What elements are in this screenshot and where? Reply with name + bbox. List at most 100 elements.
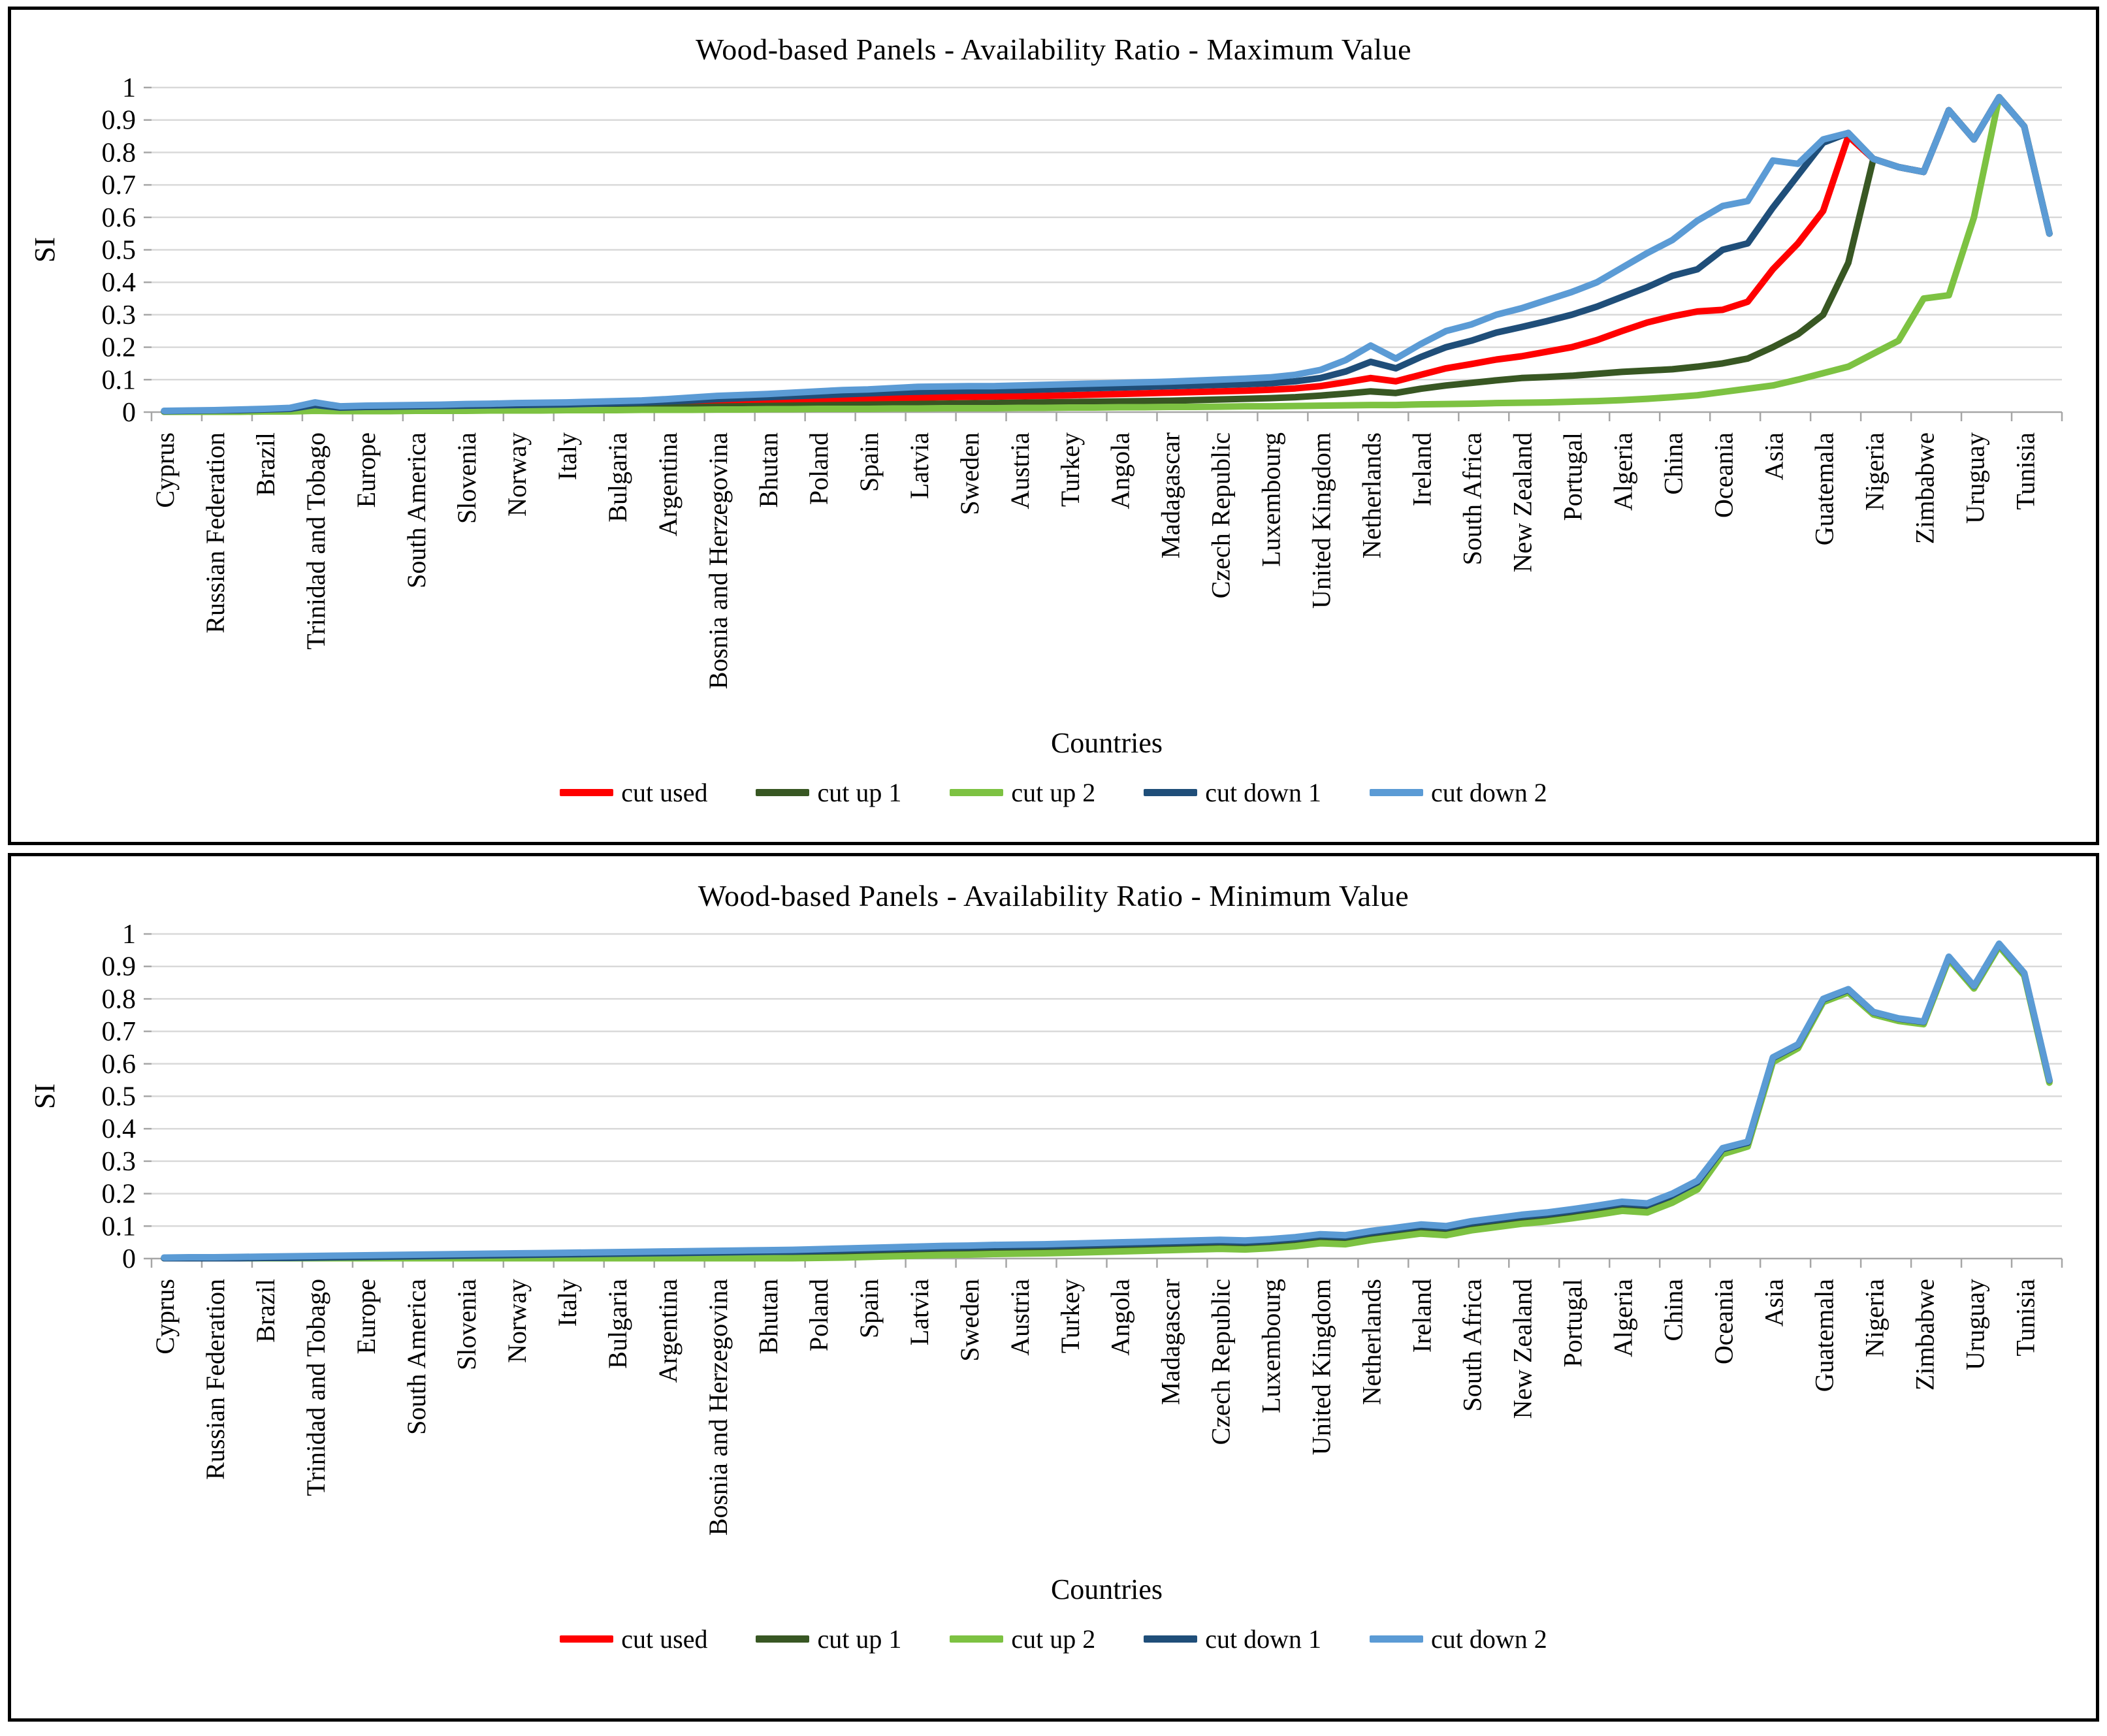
x-category-label: Oceania [1709,1279,1738,1364]
x-category-label: Nigeria [1859,432,1889,511]
legend-item-cut-down-1: cut down 1 [1144,1624,1321,1654]
y-tick-label: 0.6 [102,203,137,233]
x-category-label: Zimbabwe [1910,1279,1939,1390]
x-category-label: Poland [804,432,833,505]
x-category-label: Guatemala [1809,432,1839,545]
legend-item-cut-down-1: cut down 1 [1144,777,1321,808]
y-tick-label: 0 [122,1244,136,1274]
y-axis-title: SI [29,237,61,263]
x-category-label: Turkey [1055,432,1085,507]
y-tick-label: 0.1 [102,365,137,395]
legend-minimum: cut used cut up 1 cut up 2 cut down 1 cut do… [11,1624,2096,1654]
x-category-label: Madagascar [1156,432,1185,558]
series-line-cut-up-1 [161,941,2053,1262]
legend-item-cut-up-2: cut up 2 [950,777,1095,808]
legend-item-cut-down-2: cut down 2 [1369,1624,1547,1654]
x-axis-title: Countries [1051,1573,1163,1605]
x-category-label: New Zealand [1508,1279,1537,1419]
line-chart-maximum: 00.10.20.30.40.50.60.70.80.91 Cyprus Russi… [29,73,2063,759]
x-category-label: Portugal [1558,432,1588,521]
x-category-label: Brazil [251,432,280,496]
x-category-label: Angola [1106,432,1135,509]
y-tick-label: 1 [122,920,136,950]
y-tick-label: 0.9 [102,952,137,982]
x-category-label: United Kingdom [1307,1279,1336,1455]
legend-label: cut down 1 [1205,778,1321,807]
x-category-label: Austria [1005,432,1035,509]
legend-item-cut-up-1: cut up 1 [756,1624,901,1654]
y-tick-label: 0.3 [102,1147,137,1177]
x-category-label: Luxembourg [1257,1279,1286,1413]
series-line-cut-up-2 [161,93,2053,415]
legend-swatch-cut-down-1 [1144,789,1198,796]
series-line-cut-up-2 [161,942,2053,1262]
y-tick-label: 0.3 [102,300,137,330]
y-tick-label: 1 [122,73,136,103]
x-category-label: Bosnia and Herzegovina [703,1279,733,1535]
x-category-label: Bhutan [754,1279,783,1355]
x-category-label: Norway [502,1279,532,1363]
y-tick-label: 0.7 [102,170,137,201]
x-category-label: Madagascar [1156,1279,1185,1405]
x-category-label: China [1658,432,1688,495]
legend-label: cut used [621,1624,708,1654]
x-axis-title: Countries [1051,727,1163,759]
y-tick-label: 0.8 [102,138,137,168]
x-category-label: Guatemala [1809,1279,1839,1392]
x-category-label: Uruguay [1960,432,1989,524]
x-category-label: New Zealand [1508,432,1537,572]
y-tick-label: 0.8 [102,984,137,1014]
legend-label: cut down 2 [1430,778,1547,807]
series-line-cut-down-2 [161,93,2053,414]
chart-title-minimum: Wood-based Panels - Availability Ratio -… [698,879,1409,912]
series-line-cut-used [161,940,2053,1262]
legend-item-cut-up-1: cut up 1 [756,777,901,808]
x-category-label: Zimbabwe [1910,432,1939,544]
x-category-label: Poland [804,1279,833,1351]
legend-swatch-cut-up-1 [756,1635,810,1643]
x-category-label: Asia [1759,1279,1788,1327]
x-category-label: Spain [854,432,884,492]
x-category-label: Bosnia and Herzegovina [703,432,733,689]
chart-panel-minimum: Wood-based Panels - Availability Ratio -… [8,853,2099,1722]
x-category-label: Bulgaria [603,1279,632,1369]
x-category-label: Sweden [955,1279,984,1362]
x-category-label: Portugal [1558,1279,1588,1368]
x-category-label: Latvia [905,432,934,499]
x-category-label: South America [402,1279,431,1435]
x-category-label: Angola [1106,1279,1135,1356]
x-category-label: Norway [502,432,532,517]
legend-label: cut down 1 [1205,1624,1321,1654]
legend-label: cut down 2 [1430,1624,1547,1654]
y-tick-label: 0.5 [102,1082,137,1112]
legend-swatch-cut-down-2 [1369,1635,1423,1643]
legend-label: cut used [621,778,708,807]
x-category-label: Ireland [1407,432,1437,506]
legend-swatch-cut-up-2 [950,1635,1004,1643]
legend-swatch-cut-down-1 [1144,1635,1198,1643]
y-tick-label: 0 [122,398,136,428]
legend-swatch-cut-used [560,789,614,796]
x-category-label: Cyprus [150,1279,180,1355]
x-category-label: Tunisia [2010,432,2040,510]
x-category-label: South Africa [1458,1279,1487,1412]
legend-label: cut up 2 [1011,1624,1096,1654]
x-category-label: Spain [854,1279,884,1338]
x-category-label: Italy [553,1279,582,1326]
legend-item-cut-down-2: cut down 2 [1369,777,1547,808]
x-category-label: Bulgaria [603,432,632,522]
x-category-label: Argentina [653,432,683,536]
x-category-label: Russian Federation [201,432,230,634]
y-tick-label: 0.9 [102,106,137,136]
y-tick-label: 0.2 [102,1180,137,1210]
x-category-label: Brazil [251,1279,280,1343]
series-line-cut-down-2 [161,940,2053,1261]
legend-swatch-cut-up-2 [950,789,1004,796]
x-category-label: Cyprus [150,432,180,508]
x-category-label: Trinidad and Tobago [301,1279,330,1496]
y-tick-label: 0.1 [102,1212,137,1242]
x-category-label: Turkey [1055,1279,1085,1353]
x-category-label: Trinidad and Tobago [301,432,330,650]
x-category-label: China [1658,1279,1688,1342]
legend-item-cut-up-2: cut up 2 [950,1624,1095,1654]
